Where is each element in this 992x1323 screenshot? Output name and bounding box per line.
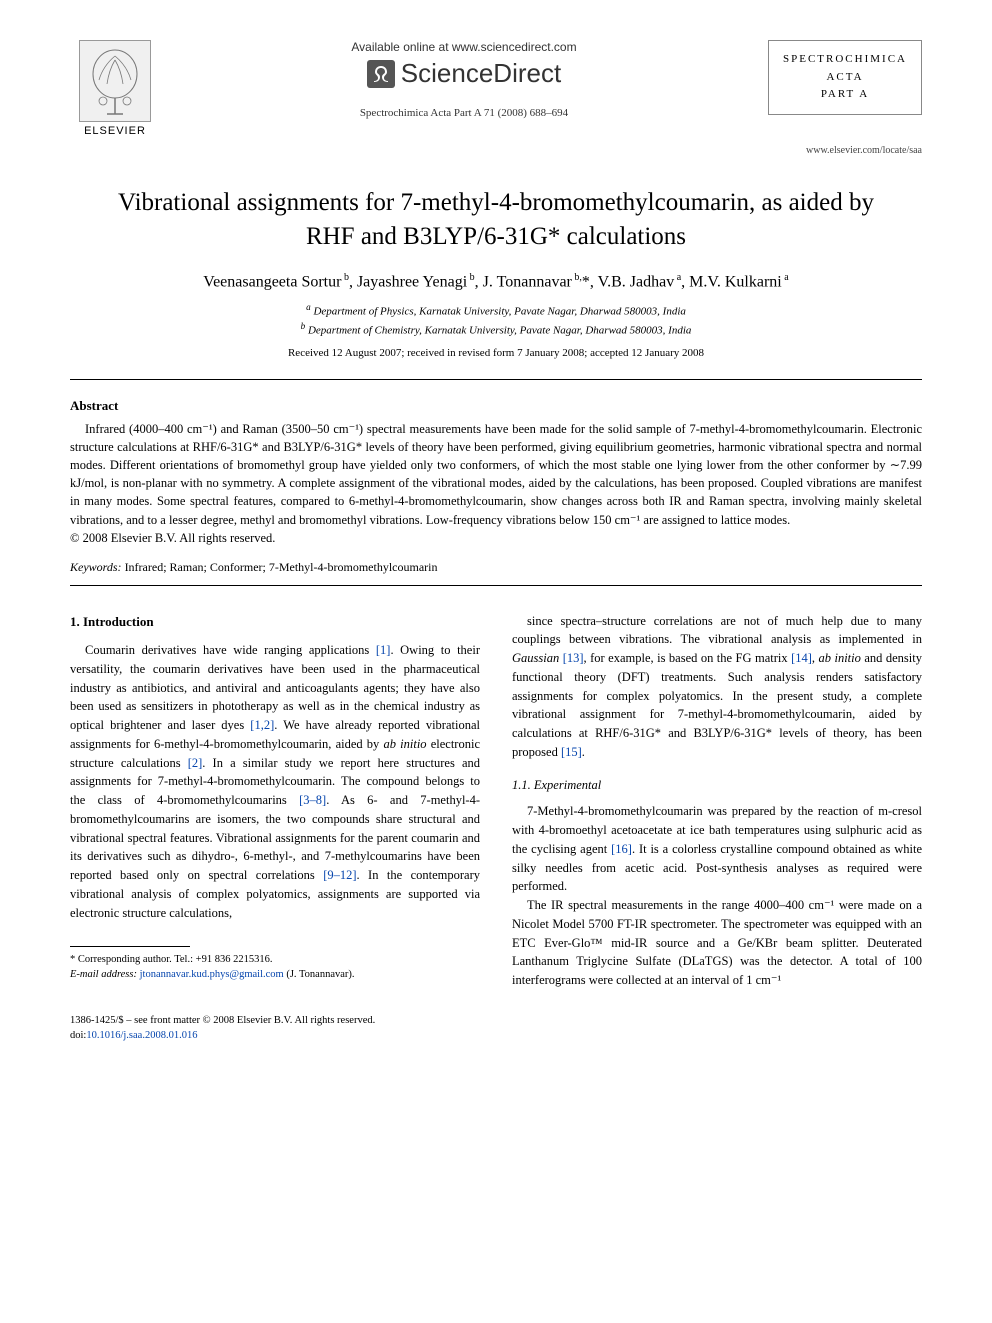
journal-box-line1: SPECTROCHIMICA [775, 51, 915, 69]
front-matter-line: 1386-1425/$ – see front matter © 2008 El… [70, 1014, 922, 1029]
email-who: (J. Tonannavar). [284, 969, 355, 980]
journal-reference: Spectrochimica Acta Part A 71 (2008) 688… [180, 107, 748, 119]
rule-bottom [70, 585, 922, 586]
footnote-separator [70, 946, 190, 947]
elsevier-tree-icon [79, 40, 151, 122]
journal-box: SPECTROCHIMICA ACTA PART A [768, 40, 922, 115]
authors-line: Veenasangeeta Sortur b, Jayashree Yenagi… [70, 272, 922, 291]
abstract-heading: Abstract [70, 398, 922, 414]
history-dates: Received 12 August 2007; received in rev… [70, 347, 922, 359]
sciencedirect-icon [367, 60, 395, 88]
doi-link[interactable]: 10.1016/j.saa.2008.01.016 [86, 1030, 197, 1041]
elsevier-logo-block: ELSEVIER [70, 40, 160, 137]
page-footer: 1386-1425/$ – see front matter © 2008 El… [70, 1014, 922, 1043]
intro-paragraph-left: Coumarin derivatives have wide ranging a… [70, 641, 480, 922]
paper-page: ELSEVIER Available online at www.science… [0, 0, 992, 1093]
center-header: Available online at www.sciencedirect.co… [160, 40, 768, 119]
keywords-text: Infrared; Raman; Conformer; 7-Methyl-4-b… [122, 560, 438, 574]
keywords-label: Keywords: [70, 560, 122, 574]
sciencedirect-text: ScienceDirect [401, 58, 561, 89]
affil-a-text: Department of Physics, Karnatak Universi… [313, 305, 685, 317]
right-column: since spectra–structure correlations are… [512, 612, 922, 990]
corr-author-line: * Corresponding author. Tel.: +91 836 22… [70, 953, 480, 968]
rule-top [70, 379, 922, 380]
corresponding-footnote: * Corresponding author. Tel.: +91 836 22… [70, 953, 480, 982]
header-row: ELSEVIER Available online at www.science… [70, 40, 922, 137]
experimental-para-1: 7-Methyl-4-bromomethylcoumarin was prepa… [512, 802, 922, 896]
affiliation-b: b Department of Chemistry, Karnatak Univ… [70, 320, 922, 339]
experimental-para-2: The IR spectral measurements in the rang… [512, 896, 922, 990]
locate-url: www.elsevier.com/locate/saa [70, 145, 922, 156]
elsevier-label: ELSEVIER [84, 125, 146, 137]
email-label: E-mail address: [70, 969, 137, 980]
abstract-body: Infrared (4000–400 cm⁻¹) and Raman (3500… [70, 420, 922, 529]
affiliation-a: a Department of Physics, Karnatak Univer… [70, 301, 922, 320]
two-column-body: 1. Introduction Coumarin derivatives hav… [70, 612, 922, 990]
keywords-line: Keywords: Infrared; Raman; Conformer; 7-… [70, 560, 922, 575]
available-online-line: Available online at www.sciencedirect.co… [180, 40, 748, 54]
affil-b-text: Department of Chemistry, Karnatak Univer… [308, 325, 691, 337]
subsection-1-1-heading: 1.1. Experimental [512, 776, 922, 795]
paper-title: Vibrational assignments for 7-methyl-4-b… [110, 186, 882, 254]
left-column: 1. Introduction Coumarin derivatives hav… [70, 612, 480, 990]
sciencedirect-logo: ScienceDirect [180, 58, 748, 89]
journal-box-line2: ACTA [775, 69, 915, 87]
journal-box-line3: PART A [775, 86, 915, 104]
intro-paragraph-right-1: since spectra–structure correlations are… [512, 612, 922, 762]
journal-box-wrap: SPECTROCHIMICA ACTA PART A [768, 40, 922, 115]
abstract-copyright: © 2008 Elsevier B.V. All rights reserved… [70, 531, 922, 546]
corr-email-line: E-mail address: jtonannavar.kud.phys@gma… [70, 968, 480, 983]
email-link[interactable]: jtonannavar.kud.phys@gmail.com [140, 969, 284, 980]
section-1-heading: 1. Introduction [70, 612, 480, 632]
doi-line: doi:10.1016/j.saa.2008.01.016 [70, 1029, 922, 1044]
